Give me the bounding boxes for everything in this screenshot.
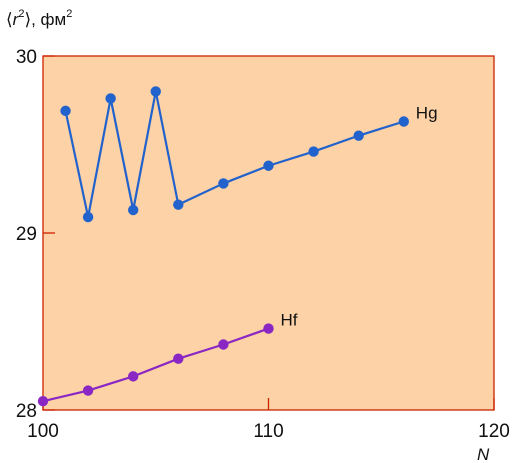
y-axis-label: ⟨r2⟩, фм2 — [6, 8, 72, 29]
x-tick-label: 100 — [27, 421, 59, 442]
chart-labels: 28 29 30 100 110 120 Hg Hf — [16, 47, 510, 442]
data-point-hf — [173, 353, 184, 364]
y-tick-label: 30 — [16, 47, 37, 68]
x-axis-label: N — [477, 445, 490, 463]
data-point-hg — [308, 146, 319, 157]
data-point-hg — [263, 160, 274, 171]
x-tick-label: 110 — [253, 421, 283, 442]
data-point-hf — [263, 323, 274, 334]
y-tick-label: 28 — [16, 401, 37, 422]
y-axis-label-var: r — [13, 10, 20, 29]
data-point-hf — [218, 339, 229, 350]
data-point-hf — [37, 395, 49, 407]
data-point-hg — [150, 86, 161, 97]
series-label-hg: Hg — [416, 103, 438, 122]
x-tick-label: 120 — [478, 421, 510, 442]
data-point-hg — [353, 130, 364, 141]
data-point-hf — [128, 371, 139, 382]
data-point-hg — [398, 116, 409, 127]
data-point-hg — [128, 204, 139, 216]
y-axis-label-open: ⟨ — [6, 10, 13, 29]
series-line-hf — [42, 327, 269, 403]
chart-marks — [37, 55, 495, 411]
plot-area — [42, 55, 495, 411]
data-point-hg — [105, 93, 116, 104]
y-axis-label-sup2: 2 — [66, 8, 72, 20]
y-tick-label: 29 — [16, 224, 37, 245]
y-axis-label-sup1: 2 — [18, 8, 24, 20]
data-point-hg — [82, 211, 94, 223]
y-axis-label-close: ⟩, фм — [24, 10, 66, 29]
data-point-hf — [82, 385, 94, 396]
data-point-hg — [173, 199, 184, 210]
series-label-hf: Hf — [281, 311, 298, 330]
data-point-hg — [218, 178, 229, 189]
data-point-hg — [60, 105, 71, 117]
